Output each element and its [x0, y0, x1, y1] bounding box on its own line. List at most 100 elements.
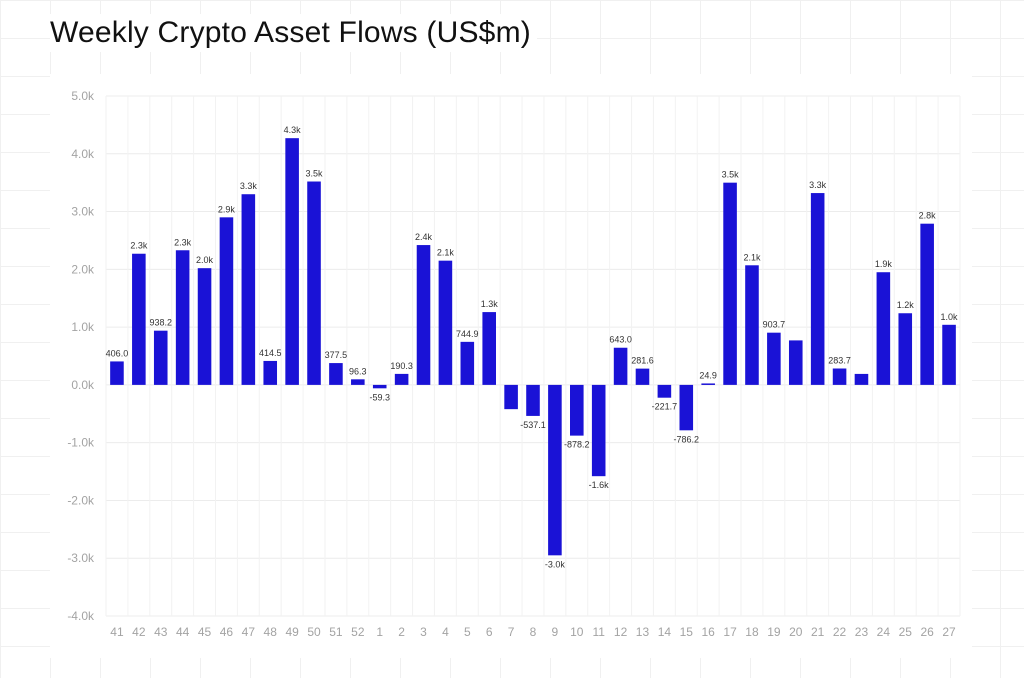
- x-tick-label: 14: [658, 625, 672, 639]
- bar-16: [701, 383, 715, 385]
- bar-27: [942, 324, 956, 385]
- data-label-43: 938.2: [149, 318, 172, 328]
- data-label-50: 3.5k: [306, 169, 324, 179]
- data-label-6: 1.3k: [481, 299, 499, 309]
- data-label-26: 2.8k: [919, 211, 937, 221]
- bar-44: [175, 250, 190, 385]
- data-label-22: 283.7: [828, 355, 851, 365]
- y-tick-label: 3.0k: [71, 205, 95, 219]
- data-label-44: 2.3k: [174, 237, 192, 247]
- data-label-42: 2.3k: [130, 241, 148, 251]
- x-tick-label: 46: [220, 625, 234, 639]
- x-tick-label: 24: [877, 625, 891, 639]
- bar-2: [394, 373, 409, 385]
- x-tick-label: 47: [242, 625, 256, 639]
- bar-23: [854, 373, 869, 385]
- bar-43: [153, 330, 168, 385]
- bar-11: [591, 384, 606, 477]
- data-label-51: 377.5: [325, 350, 348, 360]
- bar-6: [482, 312, 496, 385]
- y-tick-label: -2.0k: [67, 493, 95, 507]
- x-tick-label: 26: [920, 625, 934, 639]
- data-label-49: 4.3k: [284, 125, 302, 135]
- data-label-21: 3.3k: [809, 180, 827, 190]
- chart-area: 5.0k 4.0k 3.0k 2.0k 1.0k 0.0k -1.0k -2.0k -3.0k -…: [50, 74, 972, 658]
- data-label-16: 24.9: [699, 370, 717, 380]
- y-tick-label: -4.0k: [67, 609, 95, 623]
- bar-18: [745, 265, 759, 385]
- data-label-48: 414.5: [259, 348, 282, 358]
- x-tick-label: 15: [680, 625, 694, 639]
- bar-52: [351, 379, 365, 385]
- data-label-10: -878.2: [564, 440, 590, 450]
- data-label-12: 643.0: [609, 335, 632, 345]
- x-tick-label: 20: [789, 625, 803, 639]
- data-label-11: -1.6k: [589, 480, 610, 490]
- y-tick-label: 0.0k: [71, 378, 95, 392]
- x-tick-label: 52: [351, 625, 365, 639]
- bar-13: [635, 368, 650, 385]
- bar-1: [372, 384, 387, 389]
- x-tick-label: 23: [855, 625, 869, 639]
- chart-title: Weekly Crypto Asset Flows (US$m): [50, 14, 537, 52]
- x-tick-label: 1: [376, 625, 383, 639]
- x-tick-label: 51: [329, 625, 343, 639]
- data-label-15: -786.2: [674, 434, 700, 444]
- bar-9: [548, 384, 562, 556]
- bar-4: [438, 260, 453, 385]
- data-label-5: 744.9: [456, 329, 479, 339]
- bar-10: [570, 384, 584, 436]
- x-tick-label: 3: [420, 625, 427, 639]
- x-tick-label: 2: [398, 625, 405, 639]
- x-tick-label: 49: [285, 625, 299, 639]
- data-label-13: 281.6: [631, 356, 654, 366]
- x-tick-label: 5: [464, 625, 471, 639]
- bar-41: [110, 361, 124, 385]
- bar-26: [920, 223, 934, 385]
- y-tick-label: 2.0k: [71, 262, 95, 276]
- x-tick-label: 10: [570, 625, 584, 639]
- bar-5: [460, 341, 475, 385]
- data-label-1: -59.3: [369, 392, 390, 402]
- x-tick-label: 12: [614, 625, 628, 639]
- y-tick-label: 5.0k: [71, 89, 95, 103]
- x-tick-label: 9: [552, 625, 559, 639]
- x-tick-label: 11: [592, 625, 605, 639]
- bar-19: [767, 332, 781, 385]
- x-tick-label: 7: [508, 625, 515, 639]
- bar-3: [416, 245, 431, 385]
- data-label-17: 3.5k: [722, 170, 740, 180]
- data-label-47: 3.3k: [240, 181, 258, 191]
- data-label-24: 1.9k: [875, 259, 893, 269]
- data-label-52: 96.3: [349, 366, 367, 376]
- y-tick-label: 1.0k: [71, 320, 95, 334]
- bar-42: [132, 253, 146, 385]
- bar-20: [788, 340, 803, 385]
- bar-21: [810, 193, 825, 385]
- x-tick-label: 48: [264, 625, 278, 639]
- bar-51: [329, 363, 343, 385]
- y-tick-label: 4.0k: [71, 147, 95, 161]
- y-tick-label: -1.0k: [67, 436, 95, 450]
- bar-25: [898, 313, 913, 385]
- bar-15: [679, 384, 694, 431]
- x-tick-label: 17: [723, 625, 737, 639]
- data-label-46: 2.9k: [218, 204, 236, 214]
- bar-22: [832, 368, 847, 385]
- data-label-18: 2.1k: [743, 252, 761, 262]
- data-label-45: 2.0k: [196, 255, 214, 265]
- data-label-41: 406.0: [106, 348, 129, 358]
- bar-chart: 5.0k 4.0k 3.0k 2.0k 1.0k 0.0k -1.0k -2.0k -3.0k -…: [67, 89, 961, 639]
- data-label-25: 1.2k: [897, 300, 915, 310]
- bar-48: [263, 360, 278, 385]
- bar-7: [504, 384, 518, 410]
- bar-50: [307, 181, 321, 385]
- x-tick-label: 44: [176, 625, 190, 639]
- x-tick-label: 25: [899, 625, 913, 639]
- data-label-8: -537.1: [520, 420, 546, 430]
- data-label-4: 2.1k: [437, 248, 455, 258]
- bar-49: [285, 138, 299, 385]
- bar-46: [219, 217, 234, 385]
- bar-12: [613, 347, 628, 385]
- x-tick-label: 8: [530, 625, 537, 639]
